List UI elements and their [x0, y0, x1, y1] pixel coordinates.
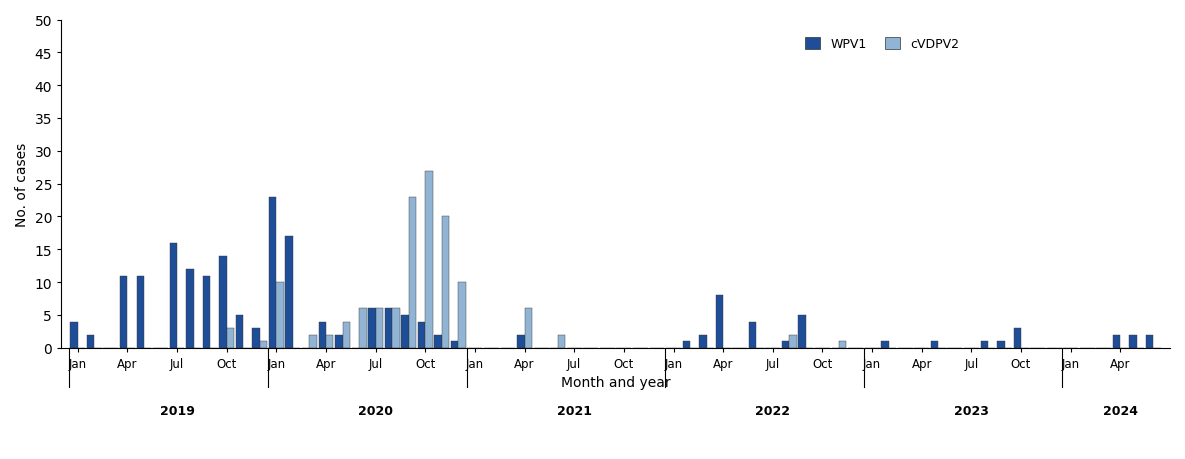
- Bar: [882, 341, 889, 348]
- Text: 2023: 2023: [954, 404, 988, 417]
- Bar: [789, 335, 796, 348]
- Bar: [203, 276, 210, 348]
- Text: 2024: 2024: [1103, 404, 1138, 417]
- Bar: [219, 256, 226, 348]
- Bar: [683, 341, 690, 348]
- Bar: [699, 335, 706, 348]
- Bar: [409, 197, 416, 348]
- Text: 2019: 2019: [160, 404, 194, 417]
- Bar: [839, 341, 846, 348]
- Text: 2022: 2022: [755, 404, 790, 417]
- Bar: [376, 309, 383, 348]
- Text: 2021: 2021: [557, 404, 591, 417]
- Bar: [276, 282, 283, 348]
- Text: 2020: 2020: [358, 404, 393, 417]
- Bar: [70, 322, 78, 348]
- Bar: [980, 341, 988, 348]
- Bar: [931, 341, 939, 348]
- Bar: [782, 341, 789, 348]
- Bar: [252, 328, 260, 348]
- Bar: [87, 335, 95, 348]
- Bar: [402, 315, 409, 348]
- X-axis label: Month and year: Month and year: [561, 375, 671, 390]
- Bar: [369, 309, 376, 348]
- Bar: [120, 276, 128, 348]
- Bar: [385, 309, 392, 348]
- Bar: [1013, 328, 1021, 348]
- Bar: [392, 309, 399, 348]
- Bar: [1146, 335, 1153, 348]
- Bar: [799, 315, 806, 348]
- Bar: [459, 282, 466, 348]
- Bar: [442, 217, 449, 348]
- Bar: [269, 197, 276, 348]
- Bar: [342, 322, 350, 348]
- Bar: [435, 335, 442, 348]
- Bar: [359, 309, 366, 348]
- Bar: [425, 171, 433, 348]
- Bar: [319, 322, 326, 348]
- Bar: [749, 322, 756, 348]
- Bar: [418, 322, 425, 348]
- Bar: [558, 335, 565, 348]
- Bar: [309, 335, 316, 348]
- Legend: WPV1, cVDPV2: WPV1, cVDPV2: [800, 33, 965, 56]
- Bar: [236, 315, 243, 348]
- Bar: [286, 237, 293, 348]
- Bar: [226, 328, 235, 348]
- Bar: [525, 309, 532, 348]
- Bar: [136, 276, 143, 348]
- Bar: [1129, 335, 1136, 348]
- Bar: [451, 341, 459, 348]
- Bar: [1113, 335, 1120, 348]
- Y-axis label: No. of cases: No. of cases: [15, 142, 28, 226]
- Bar: [326, 335, 333, 348]
- Bar: [335, 335, 342, 348]
- Bar: [997, 341, 1005, 348]
- Bar: [186, 269, 193, 348]
- Bar: [517, 335, 525, 348]
- Bar: [169, 243, 177, 348]
- Bar: [716, 296, 723, 348]
- Bar: [260, 341, 268, 348]
